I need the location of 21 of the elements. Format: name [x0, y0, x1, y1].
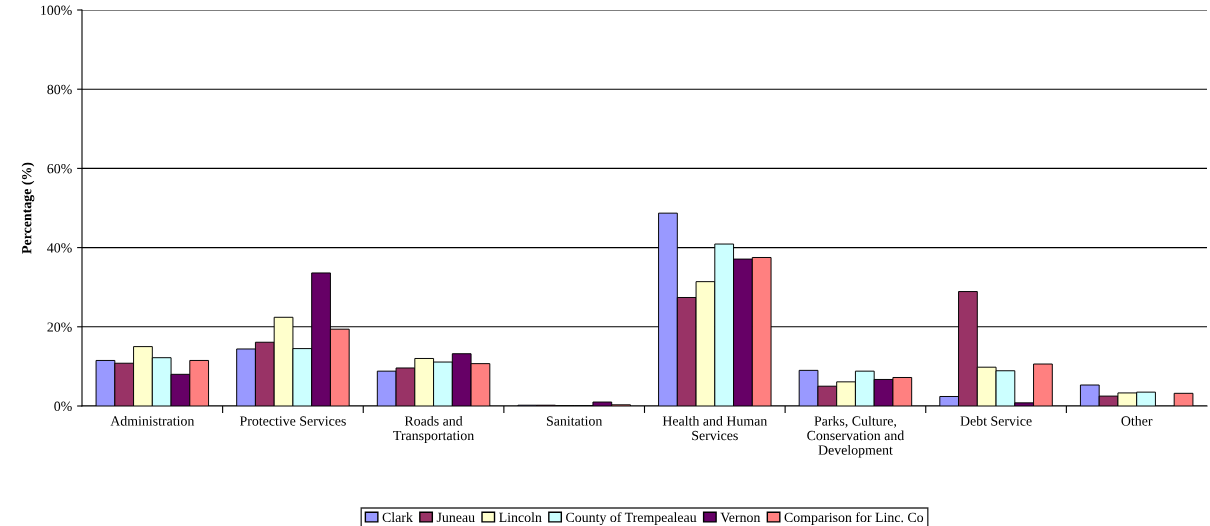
x-tick-label: Other: [1121, 415, 1153, 426]
x-tick-label: Protective Services: [239, 416, 346, 426]
x-tick-label: Roads and Transportation: [393, 415, 474, 444]
legend-label: Lincoln: [499, 512, 542, 523]
legend-label: Juneau: [436, 512, 475, 523]
y-tick-label: 100%: [41, 5, 72, 15]
legend-label: Comparison for Linc. Co: [784, 512, 924, 525]
legend-label: Vernon: [720, 512, 761, 523]
legend-label: County of Trempealeau: [566, 512, 697, 525]
x-tick-label: Debt Service: [960, 415, 1032, 426]
y-tick-label: 0%: [54, 401, 72, 411]
y-tick-label: 80%: [47, 84, 72, 95]
y-tick-label: 20%: [47, 322, 72, 332]
legend-label: Clark: [382, 512, 413, 523]
y-axis-title: Percentage (%): [21, 162, 35, 254]
x-tick-label: Administration: [110, 415, 195, 426]
x-tick-label: Sanitation: [546, 416, 603, 426]
x-tick-label: Parks, Culture, Conservation and Development: [807, 415, 905, 458]
y-tick-label: 40%: [47, 243, 72, 253]
y-tick-label: 60%: [47, 163, 72, 174]
x-tick-label: Health and Human Services: [662, 415, 768, 441]
